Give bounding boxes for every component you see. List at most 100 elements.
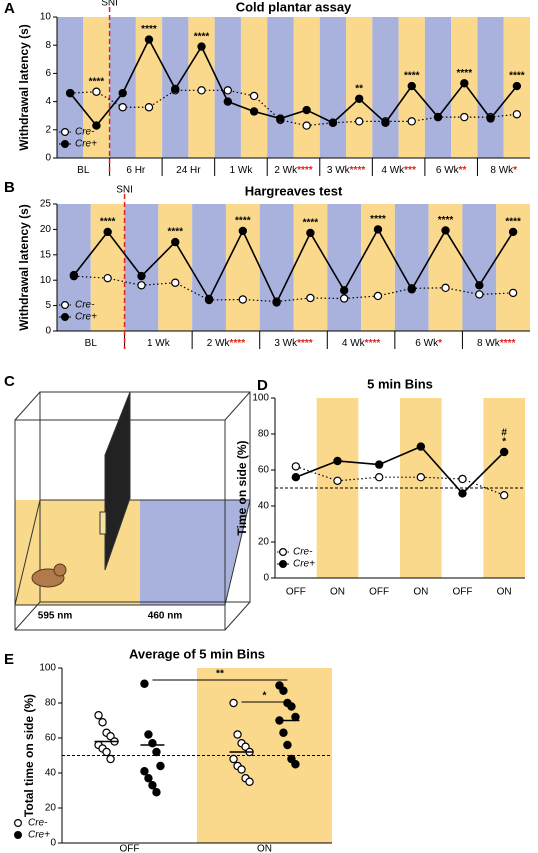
data-point: [103, 227, 112, 237]
data-point: [102, 747, 111, 757]
data-point: [339, 286, 349, 295]
data-point: [374, 460, 384, 469]
data-point: [197, 86, 206, 95]
significance: ****: [100, 217, 116, 228]
data-point: [381, 118, 390, 127]
data-point: [156, 761, 165, 771]
data-point: [407, 117, 416, 126]
legend-marker: [60, 313, 69, 322]
chart-title: Average of 5 min Bins: [129, 646, 265, 661]
significance: ****: [457, 68, 473, 79]
condition-band: [477, 17, 504, 158]
group-label: 3 Wk****: [274, 338, 312, 349]
event-label: SNI: [116, 185, 133, 196]
data-point: [475, 290, 484, 299]
significance: ****: [235, 216, 251, 227]
legend-marker: [14, 830, 23, 839]
significance: ****: [509, 71, 525, 82]
apparatus-diagram: [14, 391, 251, 631]
condition-band: [293, 17, 320, 158]
group-significance: ****: [297, 165, 313, 176]
x-tick-label: OFF: [369, 587, 389, 598]
data-point: [140, 767, 149, 776]
condition-band: [57, 204, 91, 331]
data-point: [137, 271, 146, 281]
data-point: [197, 42, 206, 51]
x-tick-label: ON: [413, 587, 428, 598]
condition-band: [424, 17, 452, 158]
group-name: 8 Wk: [477, 338, 501, 349]
group-label: 4 Wk****: [342, 338, 380, 349]
data-point: [171, 278, 180, 287]
group-significance: ***: [404, 165, 416, 176]
data-point: [486, 114, 495, 123]
significance: ****: [167, 227, 183, 238]
data-point: [118, 103, 127, 112]
condition-band: [109, 17, 136, 158]
group-significance: ****: [297, 338, 313, 349]
group-name: 6 Wk: [415, 338, 439, 349]
data-point: [272, 298, 281, 307]
y-tick-label: 20: [45, 803, 57, 814]
group-significance: ****: [230, 338, 246, 349]
condition-band: [428, 204, 463, 331]
x-tick-label: ON: [257, 844, 272, 853]
data-point: [279, 728, 288, 737]
data-point: [229, 754, 238, 764]
highlight-band: [483, 398, 525, 578]
chart-title: Cold plantar assay: [236, 0, 352, 14]
data-point: [374, 473, 384, 482]
data-point: [171, 237, 180, 247]
y-tick-label: 20: [258, 537, 270, 548]
significance: ****: [404, 71, 420, 82]
data-point: [302, 105, 311, 115]
condition-band: [192, 204, 226, 331]
group-name: 24 Hr: [176, 165, 201, 176]
y-axis-label: Total time on side (%): [22, 694, 36, 817]
data-point: [144, 35, 154, 44]
y-tick-label: 15: [40, 249, 52, 260]
group-name: 8 Wk: [490, 165, 514, 176]
significance: ****: [303, 218, 319, 229]
data-point: [328, 118, 338, 127]
group-name: 2 Wk: [274, 165, 298, 176]
data-point: [291, 462, 301, 471]
y-axis-label: Time on side (%): [235, 440, 249, 535]
series-line: [73, 227, 514, 305]
data-point: [306, 228, 315, 238]
data-point: [148, 781, 157, 790]
condition-band: [158, 204, 193, 331]
x-tick-label: ON: [330, 587, 345, 598]
data-point: [238, 226, 248, 236]
floor-label: 595 nm: [38, 611, 73, 622]
group-name: 1 Wk: [230, 165, 254, 176]
data-point: [118, 88, 127, 98]
data-point: [65, 88, 75, 98]
data-point: [245, 777, 254, 786]
legend-marker: [279, 559, 288, 568]
legend-label: Cre+: [75, 312, 97, 323]
y-tick-label: 25: [40, 199, 52, 210]
y-tick-label: 60: [258, 465, 270, 476]
group-label: BL: [85, 338, 98, 349]
legend-label: Cre-: [293, 547, 313, 558]
condition-band: [451, 17, 478, 158]
group-name: 4 Wk: [342, 338, 366, 349]
data-point: [233, 730, 242, 739]
y-axis-label: Withdrawal latency (s): [17, 24, 31, 151]
series-line: [70, 89, 517, 127]
data-point: [407, 285, 416, 294]
y-tick-label: 6: [45, 68, 51, 79]
panel-label: A: [4, 0, 15, 17]
data-point: [148, 739, 157, 748]
panel-label: B: [4, 179, 15, 196]
y-tick-label: 100: [39, 663, 56, 674]
group-label: 8 Wk*: [490, 165, 517, 176]
legend-label: Cre-: [75, 127, 95, 138]
group-label: 8 Wk****: [477, 338, 515, 349]
series-line: [295, 445, 505, 495]
data-point: [223, 97, 233, 106]
group-significance: *: [438, 338, 442, 349]
group-label: 6 Wk**: [436, 165, 467, 176]
group-name: 2 Wk: [207, 338, 231, 349]
